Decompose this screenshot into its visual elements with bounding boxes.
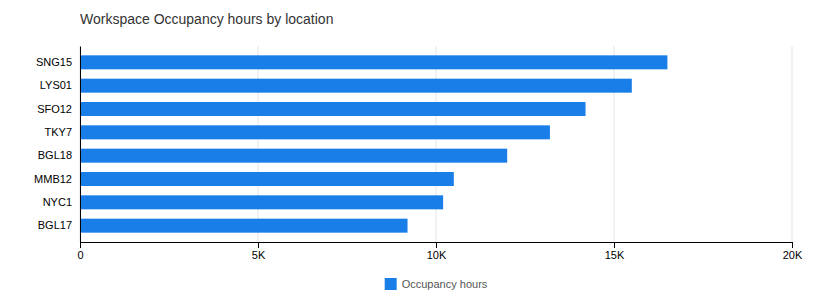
bar (80, 79, 632, 93)
legend-label: Occupancy hours (402, 278, 488, 290)
tick-label: BGL17 (38, 219, 72, 231)
legend-swatch (385, 278, 397, 290)
grid-line (792, 46, 793, 242)
tick-mark (80, 242, 81, 248)
legend-item: Occupancy hours (385, 278, 488, 290)
tick: BGL17 (38, 219, 80, 231)
tick: BGL18 (38, 149, 80, 161)
chart: Workspace Occupancy hours by location 0 5K… (0, 0, 832, 300)
tick-label: 10K (427, 249, 447, 261)
tick-label: LYS01 (40, 79, 72, 91)
grid (80, 46, 792, 242)
tick: SFO12 (37, 103, 80, 115)
tick-label: TKY7 (44, 126, 72, 138)
bar (80, 125, 550, 139)
bar (80, 149, 507, 163)
tick-label: MMB12 (34, 173, 72, 185)
tick: SNG15 (36, 56, 80, 68)
tick-mark (258, 242, 259, 248)
bar (80, 102, 586, 116)
grid-line (614, 46, 615, 242)
tick-label: 5K (252, 249, 266, 261)
tick-label: NYC1 (43, 196, 72, 208)
tick-label: 20K (783, 249, 803, 261)
tick-mark (792, 242, 793, 248)
tick: 5K (252, 242, 266, 261)
tick-label: 0 (77, 249, 83, 261)
bar (80, 172, 454, 186)
tick: 15K (605, 242, 625, 261)
axis-line (80, 47, 81, 243)
tick: MMB12 (34, 173, 80, 185)
tick-label: SNG15 (36, 56, 72, 68)
tick: LYS01 (40, 79, 80, 91)
tick-mark (614, 242, 615, 248)
y-axis: SNG15 LYS01 SFO12 TKY7 BGL18 MMB12 NYC1 BGL17 (34, 47, 80, 243)
grid-line (80, 46, 81, 242)
bar (80, 55, 667, 69)
grid-line (436, 46, 437, 242)
bar (80, 195, 443, 209)
x-axis: 0 5K 10K 15K 20K (77, 242, 803, 261)
tick-label: 15K (605, 249, 625, 261)
bars (80, 55, 667, 232)
title: Workspace Occupancy hours by location (80, 11, 333, 27)
tick: 20K (783, 242, 803, 261)
legend: Occupancy hours (385, 278, 488, 290)
tick-mark (436, 242, 437, 248)
tick: 10K (427, 242, 447, 261)
tick-label: SFO12 (37, 103, 72, 115)
axis-line (81, 243, 793, 249)
bar (80, 219, 408, 233)
tick: TKY7 (44, 126, 80, 138)
grid-line (258, 46, 259, 242)
tick-label: BGL18 (38, 149, 72, 161)
plot: 0 5K 10K 15K 20K SNG15 LYS01 SFO12 TKY7 BGL18 MMB1… (34, 46, 803, 261)
tick: NYC1 (43, 196, 80, 208)
tick: 0 (77, 242, 83, 261)
